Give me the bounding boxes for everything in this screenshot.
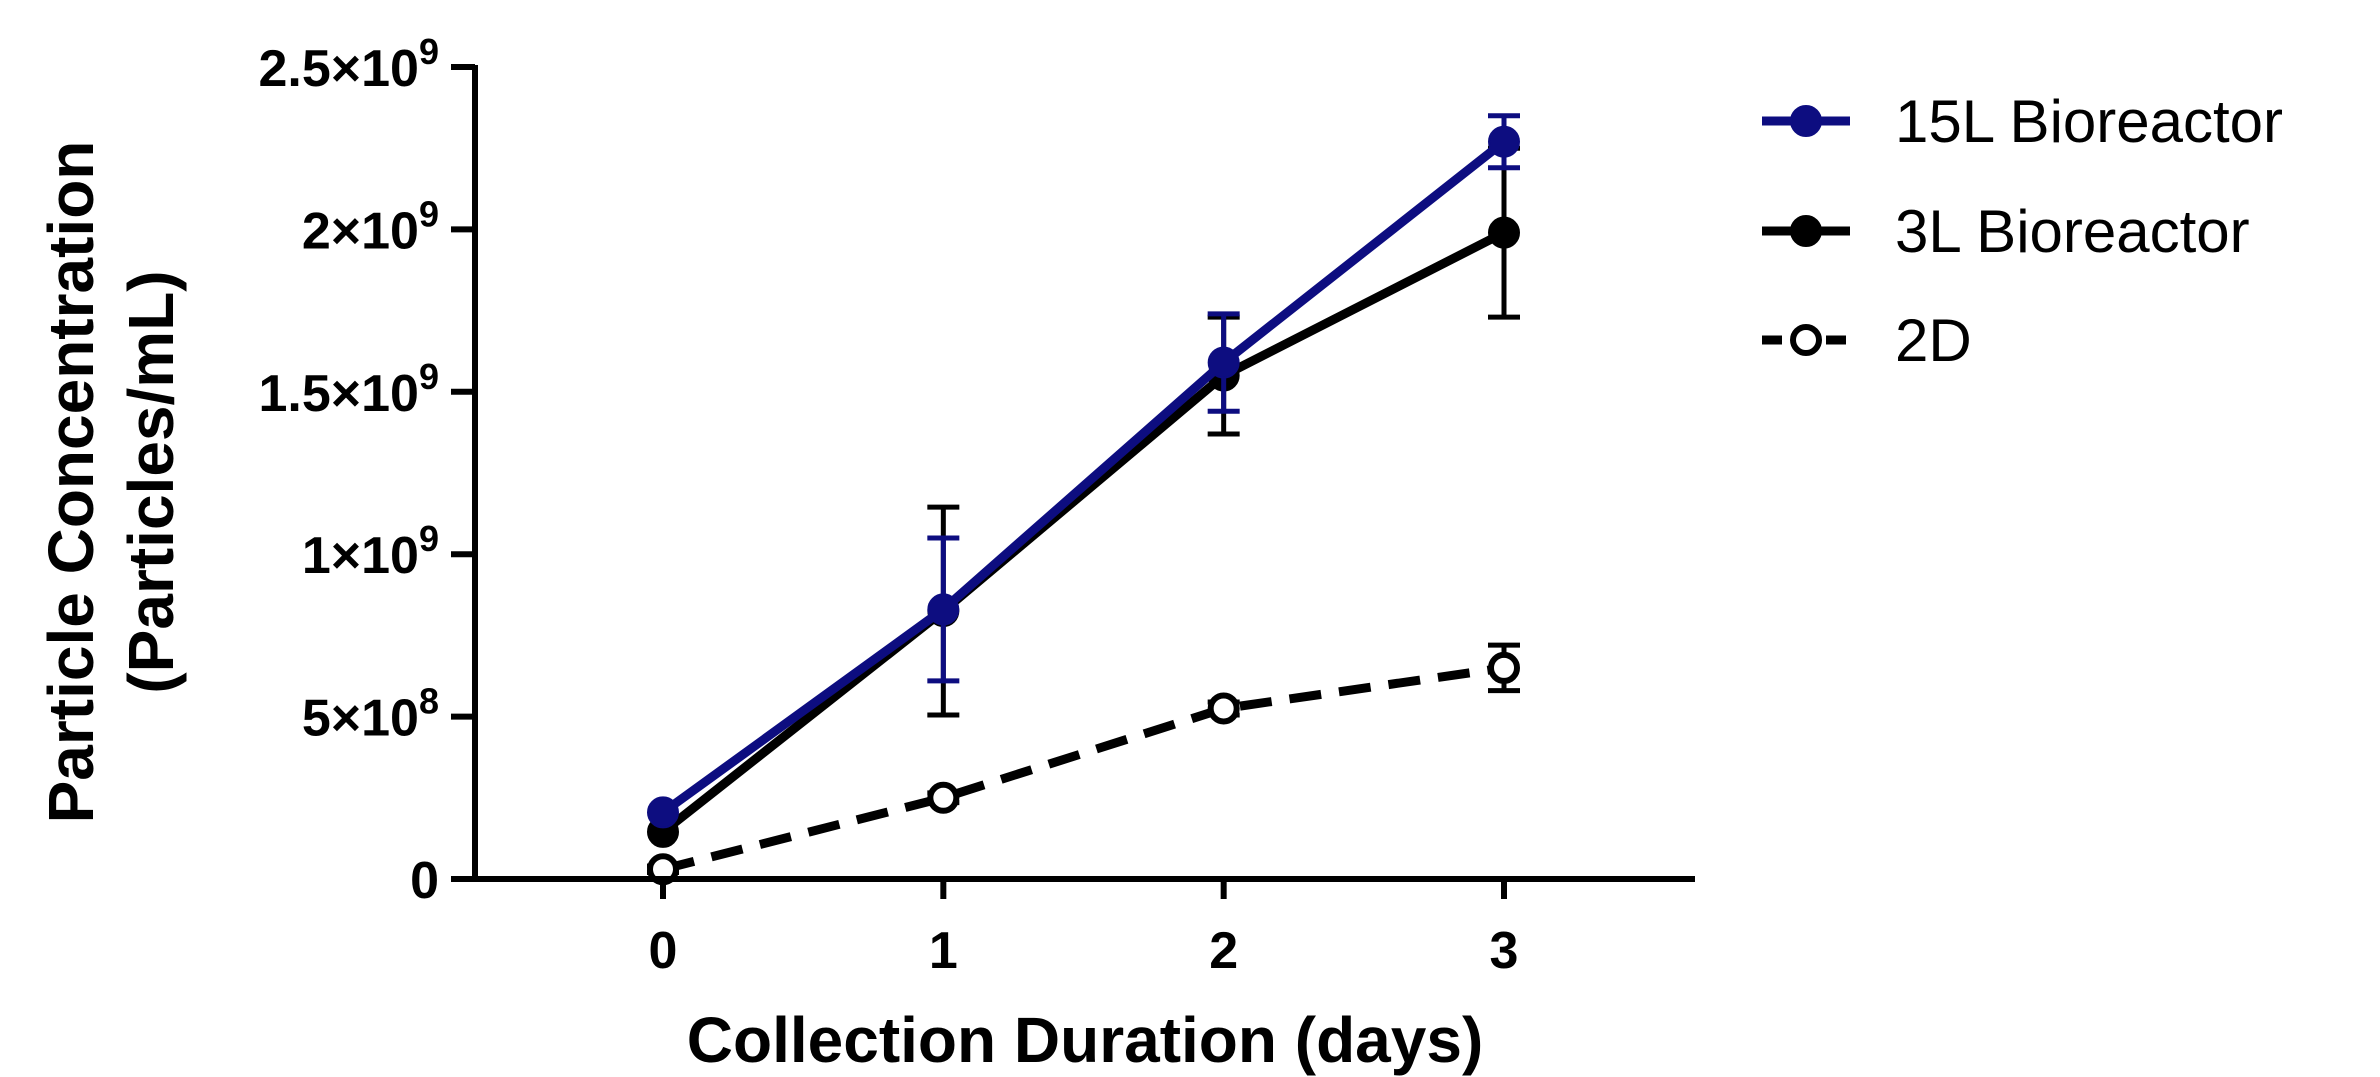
y-tick-label: 2.5×109	[258, 31, 439, 98]
legend-swatch-marker	[1790, 215, 1822, 247]
data-point	[1488, 651, 1520, 684]
data-point	[1207, 346, 1240, 379]
legend-swatch-marker	[1790, 324, 1822, 356]
x-axis-title: Collection Duration (days)	[687, 1004, 1484, 1076]
data-point	[1207, 692, 1240, 725]
y-axis-title: Particle Concentration (Particles/mL)	[35, 141, 187, 824]
legend-label: 2D	[1895, 307, 1972, 374]
data-point	[927, 593, 960, 626]
legend-item-15l-bioreactor: 15L Bioreactor	[1762, 88, 2283, 155]
data-point	[1488, 216, 1520, 249]
legend: 15L Bioreactor 3L Bioreactor 2D	[1762, 88, 2283, 374]
series-3l-bioreactor	[647, 145, 1520, 848]
x-tick-label: 2	[1209, 922, 1238, 980]
x-tick-label: 3	[1490, 922, 1519, 980]
series-line	[661, 663, 1505, 874]
y-tick-label: 1.5×109	[258, 356, 439, 423]
y-axis-title-line1: Particle Concentration	[35, 141, 107, 824]
legend-label: 3L Bioreactor	[1895, 198, 2250, 265]
series-15l-bioreactor	[647, 113, 1520, 829]
y-tick-label: 5×108	[302, 681, 439, 748]
series-line	[660, 228, 1507, 836]
series-line	[660, 138, 1507, 817]
data-point	[647, 796, 679, 829]
legend-item-3l-bioreactor: 3L Bioreactor	[1762, 198, 2250, 265]
series-2d	[647, 642, 1520, 886]
y-tick-label: 1×109	[302, 518, 439, 585]
legend-item-2d: 2D	[1762, 307, 1972, 374]
y-tick-label: 2×109	[302, 193, 439, 260]
axes: 0 5×108 1×109 1.5×109 2×109 2.5×109 0 1 2 3	[258, 31, 1695, 980]
x-tick-label: 0	[649, 922, 678, 980]
x-tick-label: 1	[929, 922, 958, 980]
y-axis-title-line2: (Particles/mL)	[115, 270, 187, 693]
legend-swatch-marker	[1790, 105, 1822, 137]
y-tick-label: 0	[410, 852, 439, 910]
legend-label: 15L Bioreactor	[1895, 88, 2283, 155]
plot-area	[647, 113, 1520, 886]
data-point	[1488, 125, 1520, 158]
data-point	[927, 781, 960, 814]
